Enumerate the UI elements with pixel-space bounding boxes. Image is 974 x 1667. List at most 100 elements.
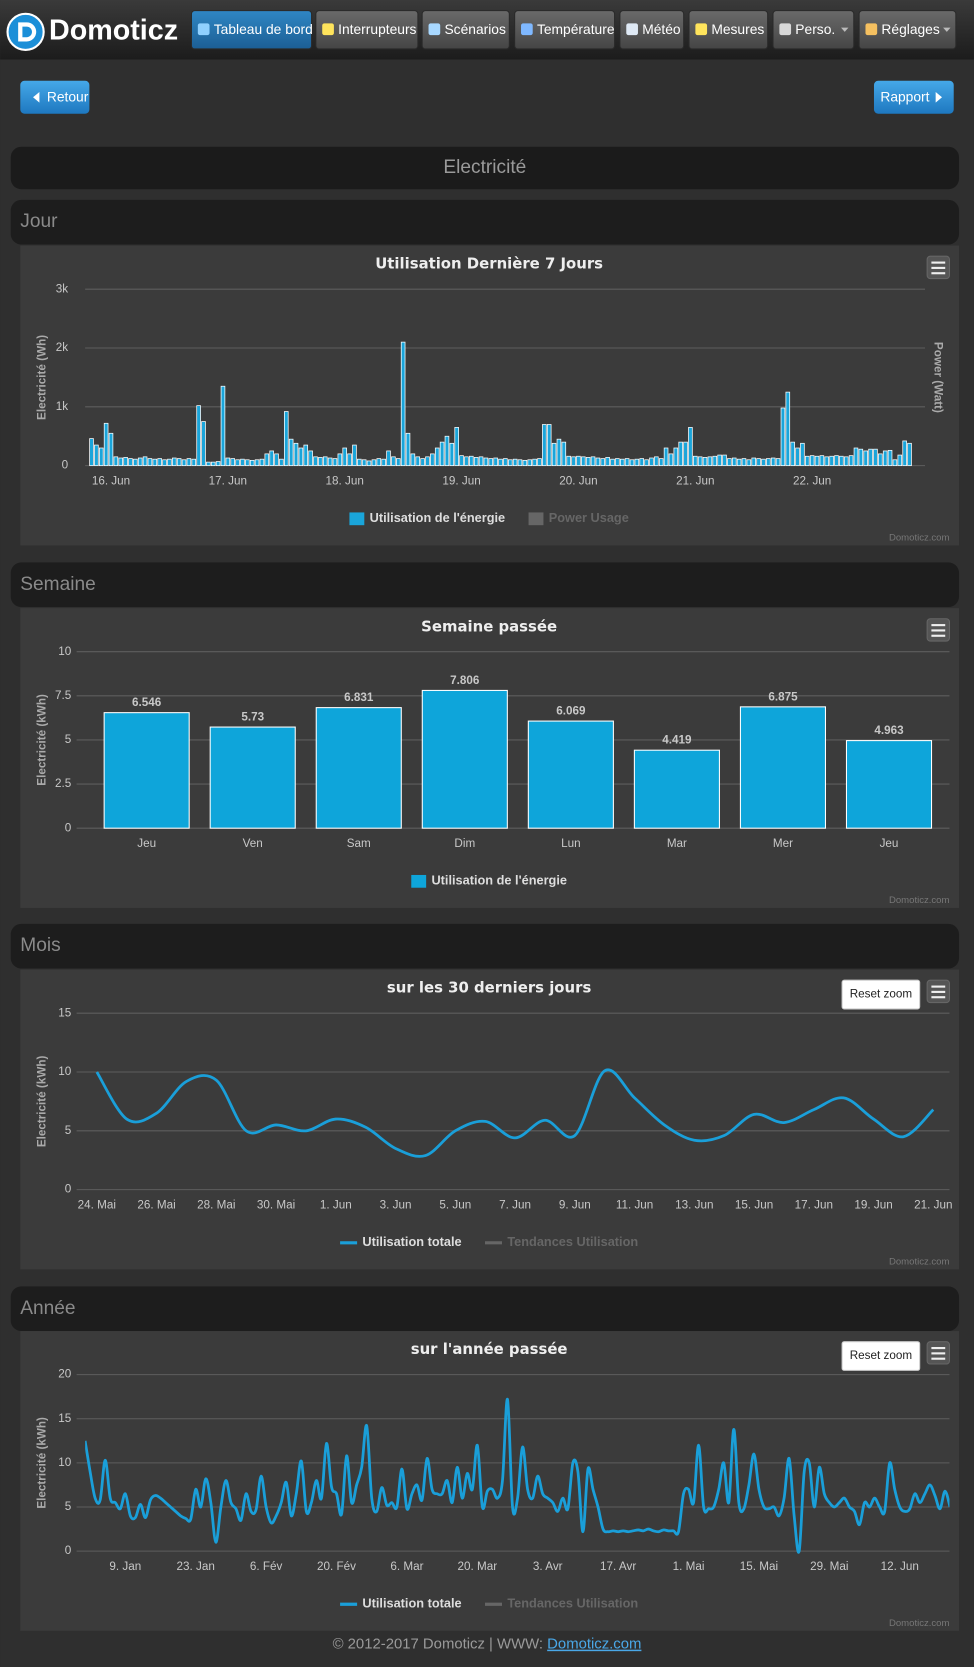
bar [775, 458, 781, 467]
legend-label[interactable]: Utilisation totale [362, 1234, 461, 1249]
nav-label[interactable]: Mesures [711, 21, 764, 37]
bar [551, 442, 557, 467]
y-tick-label: 7.5 [55, 689, 72, 702]
bar [546, 424, 552, 467]
bar [284, 411, 289, 467]
y-tick-label: 10 [58, 645, 72, 658]
x-tick-label: 15. Jun [735, 1199, 773, 1212]
bar [756, 458, 761, 467]
bar [315, 707, 402, 829]
legend-label[interactable]: Utilisation de l'énergie [431, 873, 567, 888]
x-tick-label: 3. Avr [533, 1560, 563, 1573]
bar [829, 455, 834, 467]
reset-zoom-label[interactable]: Reset zoom [850, 1349, 912, 1362]
bar [741, 458, 747, 467]
y-tick-label: 0 [62, 459, 69, 472]
bar [167, 458, 172, 467]
y-tick-label: 0 [65, 821, 72, 834]
credit[interactable]: Domoticz.com [889, 1256, 950, 1267]
title-bar [10, 146, 960, 190]
nav-button[interactable] [619, 10, 685, 50]
brand[interactable]: Domoticz [49, 14, 178, 46]
credit[interactable]: Domoticz.com [889, 1618, 950, 1629]
x-tick-label: 19. Jun [854, 1199, 892, 1212]
y-axis-title: Electricité (kWh) [36, 1417, 49, 1509]
bar [639, 458, 645, 467]
y2-axis-title: Power (Watt) [932, 342, 945, 413]
reset-zoom-button[interactable] [841, 979, 921, 1010]
report-label[interactable]: Rapport [880, 88, 929, 104]
legend-label[interactable]: Tendances Utilisation [507, 1234, 638, 1249]
nav-label[interactable]: Perso. [795, 21, 835, 37]
bar [425, 456, 430, 467]
footer-link[interactable]: Domoticz.com [547, 1637, 641, 1653]
bar [347, 453, 352, 467]
y-tick-label: 5 [65, 1124, 72, 1137]
legend-symbol [349, 512, 365, 526]
bar [113, 456, 119, 467]
back-label[interactable]: Retour [47, 88, 89, 104]
bar [634, 458, 640, 467]
bar [727, 458, 732, 467]
section-title: Année [20, 1298, 75, 1319]
section-header [10, 923, 960, 969]
credit[interactable]: Domoticz.com [889, 532, 950, 543]
nav-button[interactable] [315, 10, 419, 50]
bar [761, 458, 766, 467]
bar [259, 458, 265, 467]
x-tick-label: 29. Mai [810, 1560, 848, 1573]
reset-zoom-label[interactable]: Reset zoom [850, 988, 912, 1001]
x-tick-label: Jeu [137, 837, 156, 850]
reset-zoom-button[interactable] [841, 1341, 921, 1371]
bar [469, 455, 474, 467]
chart-title: Semaine passée [421, 617, 557, 635]
bar [288, 438, 294, 467]
nav-button[interactable] [421, 10, 510, 50]
nav-caret [943, 27, 951, 32]
legend-label[interactable]: Power Usage [549, 510, 629, 525]
nav-label[interactable]: Interrupteurs [338, 21, 416, 37]
nav-button[interactable] [772, 10, 855, 50]
bar [361, 459, 367, 467]
bar [887, 449, 893, 467]
back-button[interactable] [20, 80, 90, 114]
legend-label[interactable]: Utilisation de l'énergie [370, 510, 506, 525]
legend-label[interactable]: Utilisation totale [362, 1596, 461, 1611]
logo[interactable] [6, 12, 45, 52]
nav-label[interactable]: Réglages [881, 21, 939, 37]
nav-label[interactable]: Température [537, 21, 615, 37]
nav-label[interactable]: Scénarios [444, 21, 506, 37]
bar [191, 458, 197, 467]
footer-text: © 2012-2017 Domoticz | WWW: [333, 1637, 548, 1653]
nav-label[interactable]: Météo [642, 21, 681, 37]
nav-icon [865, 23, 878, 36]
bar [357, 458, 362, 467]
data-label: 6.831 [344, 691, 374, 704]
bar [133, 458, 138, 467]
x-tick-label: Ven [243, 837, 263, 850]
x-tick-label: 12. Jun [881, 1560, 919, 1573]
nav-button[interactable] [688, 10, 769, 50]
bar [332, 458, 338, 467]
report-button[interactable] [873, 80, 954, 114]
section-header [10, 562, 960, 608]
nav-button[interactable] [514, 10, 616, 50]
nav-label[interactable]: Tableau de bord [214, 21, 313, 37]
nav-button[interactable] [858, 10, 957, 50]
bar [697, 456, 703, 467]
nav-icon [626, 23, 638, 36]
credit[interactable]: Domoticz.com [889, 895, 950, 906]
legend-label[interactable]: Tendances Utilisation [507, 1596, 638, 1611]
nav-button[interactable] [190, 10, 313, 50]
bar [610, 458, 615, 467]
bar [678, 441, 683, 467]
bar [298, 447, 304, 467]
bar [220, 385, 226, 467]
bar [94, 444, 99, 467]
bar [103, 422, 109, 467]
bar [269, 450, 274, 467]
x-tick-label: 23. Jan [177, 1560, 215, 1573]
line-series [85, 1397, 950, 1554]
bar [858, 448, 864, 467]
